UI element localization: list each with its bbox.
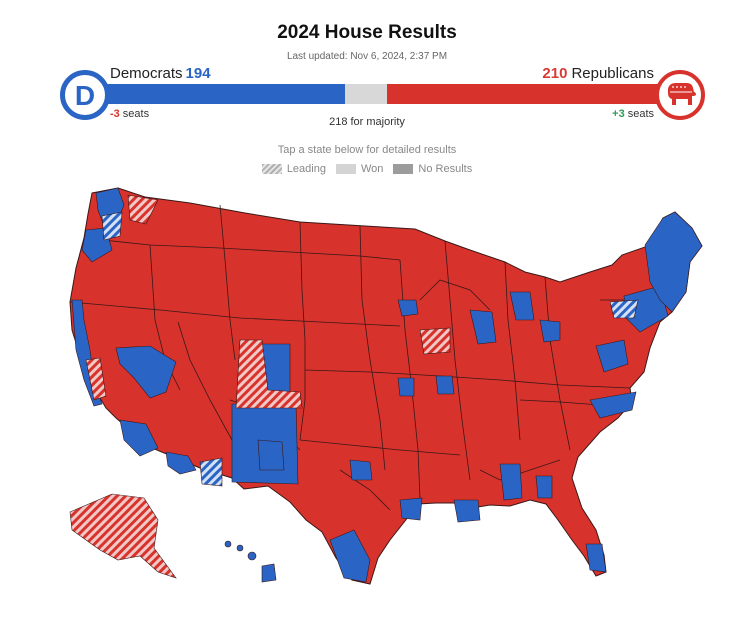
page-title: 2024 House Results — [277, 22, 457, 43]
leading-rep-wa — [127, 194, 159, 225]
leading-rep-ia — [419, 327, 451, 355]
district-tx-south — [329, 529, 371, 583]
leading-rep-nv-ut — [235, 339, 303, 409]
won-swatch — [335, 164, 356, 174]
district-chicago — [469, 309, 497, 345]
democrats-seat-change: -3 seats — [110, 108, 149, 120]
leading-districts[interactable] — [69, 194, 639, 579]
district-kc — [397, 377, 415, 397]
district-az-tucson — [165, 451, 197, 475]
leading-rep-alaska — [69, 493, 177, 579]
leading-swatch — [261, 164, 282, 174]
last-updated: Last updated: Nov 6, 2024, 2:37 PM — [286, 51, 448, 62]
republicans-label: 210 Republicans — [542, 65, 654, 82]
leading-dem-wa — [101, 211, 123, 241]
district-va-md — [595, 339, 629, 373]
district-fl — [585, 543, 607, 573]
leading-dem-az — [199, 457, 223, 487]
tap-instructions: Tap a state below for detailed results — [277, 144, 457, 156]
republicans-seat-change: +3 seats — [612, 108, 654, 120]
district-ohio — [539, 319, 561, 343]
seat-bar-undecided — [345, 84, 387, 104]
democrat-logo-letter: D — [75, 80, 95, 111]
district-nm-dem — [257, 439, 285, 471]
republican-elephant-icon — [655, 70, 705, 120]
republicans-name: Republicans — [571, 65, 654, 82]
district-nc — [589, 391, 637, 419]
legend-won: Won — [335, 163, 384, 175]
seat-bar-democrats — [82, 84, 345, 104]
republicans-change-value: +3 — [612, 108, 625, 120]
leading-dem-ny — [609, 299, 639, 319]
no-results-swatch — [393, 164, 414, 174]
majority-threshold: 218 for majority — [329, 116, 405, 128]
democrats-change-unit: seats — [122, 108, 150, 120]
republicans-change-unit: seats — [627, 108, 654, 120]
leading-rep-ca — [85, 357, 107, 401]
democrat-districts[interactable] — [71, 187, 703, 583]
democrats-label: Democrats 194 — [110, 65, 211, 82]
legend-won-label: Won — [360, 163, 384, 175]
district-tx-dallas — [349, 459, 373, 481]
district-la — [119, 419, 159, 457]
legend-leading-label: Leading — [286, 163, 326, 175]
democrats-name: Democrats — [110, 65, 183, 82]
district-new-orleans — [453, 499, 481, 523]
republicans-seat-count: 210 — [542, 65, 568, 82]
democrats-seat-count: 194 — [185, 65, 211, 82]
district-stl — [435, 375, 455, 395]
district-ms-al — [499, 463, 523, 501]
district-mn — [397, 299, 419, 317]
district-tx-houston — [399, 497, 423, 521]
legend-leading: Leading — [261, 163, 326, 175]
legend-no-results: No Results — [393, 163, 472, 175]
district-ca-central — [115, 345, 177, 399]
hawaii[interactable] — [224, 540, 277, 583]
district-borders — [69, 204, 661, 511]
district-mi — [509, 291, 535, 321]
map-legend: Leading Won No Results — [0, 163, 734, 175]
seat-bar — [82, 84, 672, 104]
democrat-logo-icon: D — [60, 70, 110, 120]
democrats-change-value: -3 — [110, 108, 120, 120]
legend-no-results-label: No Results — [418, 163, 473, 175]
district-new-england — [644, 211, 703, 313]
seat-bar-republicans — [387, 84, 672, 104]
district-ga — [535, 475, 553, 499]
